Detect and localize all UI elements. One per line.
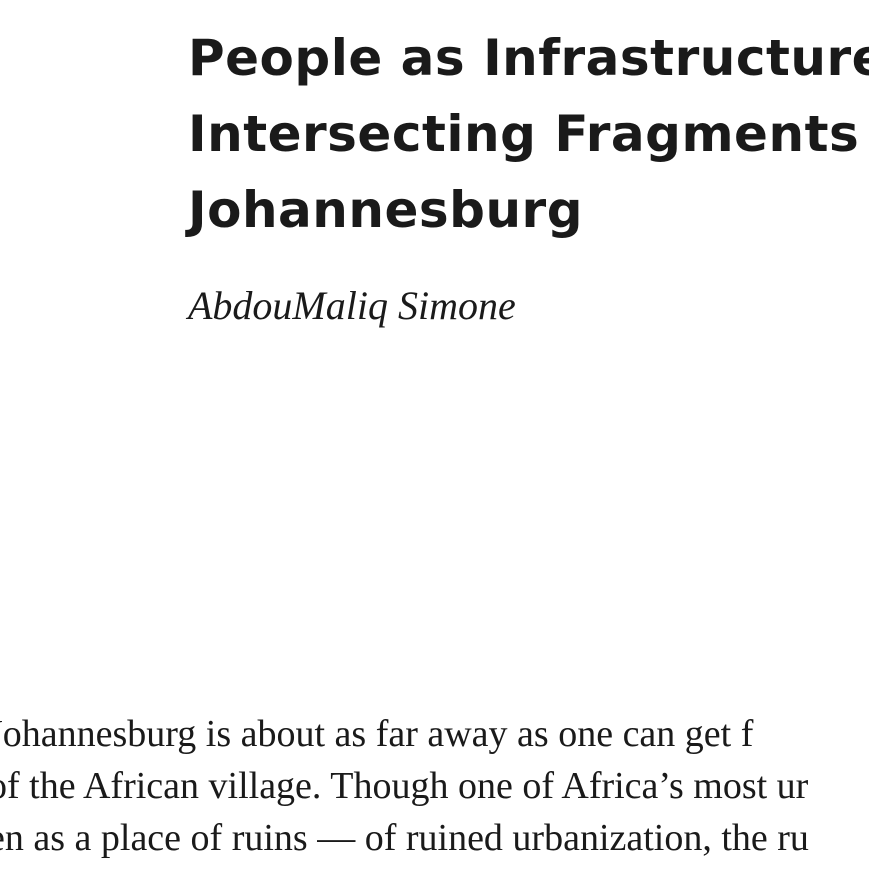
title-line: People as Infrastructure: xyxy=(188,29,869,87)
title-line: Johannesburg xyxy=(188,181,583,239)
article-title: People as Infrastructure: Intersecting F… xyxy=(188,20,869,248)
body-line: Johannesburg is about as far away as one… xyxy=(0,713,754,755)
title-line: Intersecting Fragments in xyxy=(188,105,869,163)
author-name: AbdouMaliq Simone xyxy=(188,283,516,328)
body-paragraph: Johannesburg is about as far away as one… xyxy=(0,708,809,864)
body-line: of the African village. Though one of Af… xyxy=(0,765,809,807)
body-line: en as a place of ruins — of ruined urban… xyxy=(0,817,809,859)
